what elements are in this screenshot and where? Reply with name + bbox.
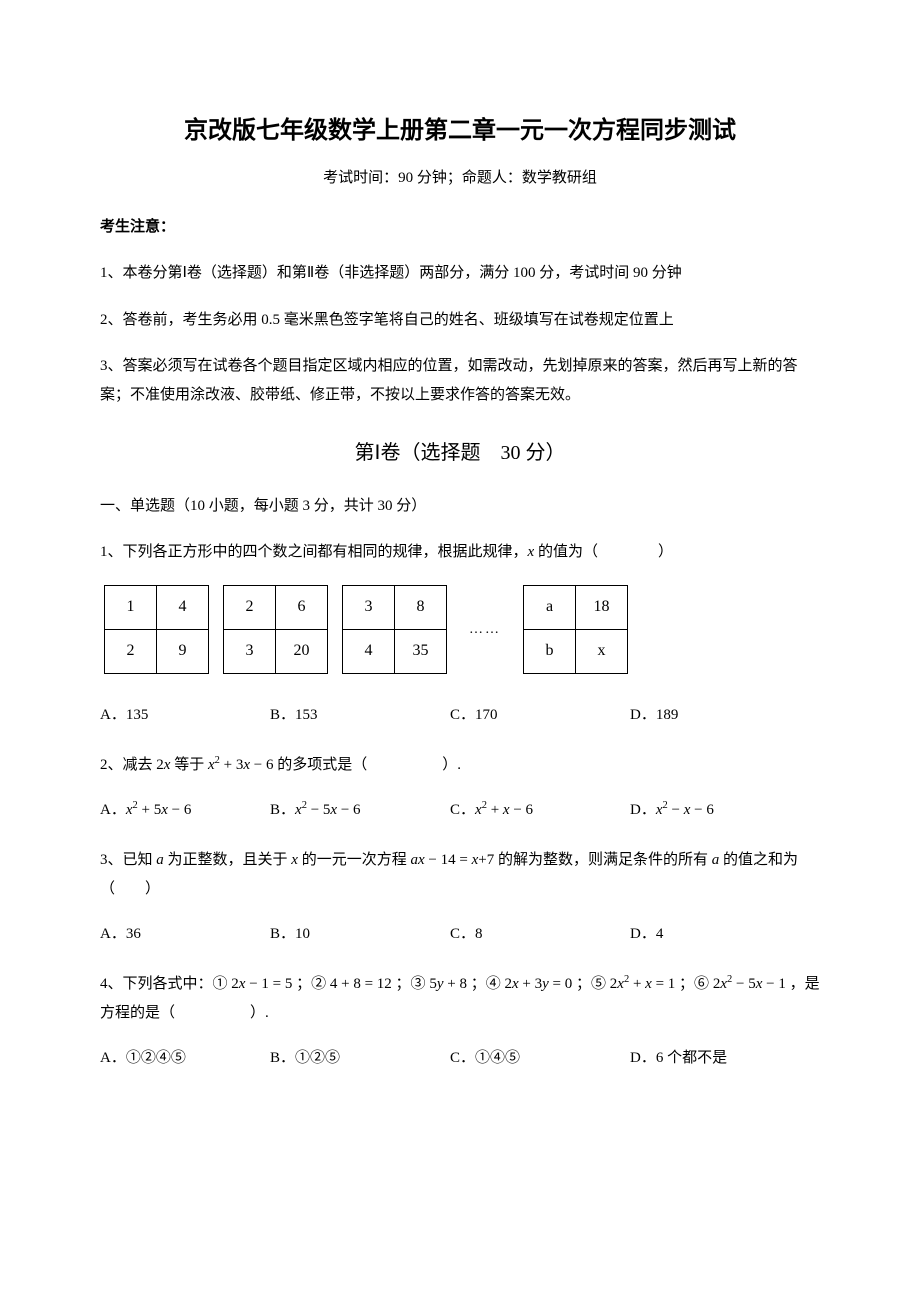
notice-item: 3、答案必须写在试卷各个题目指定区域内相应的位置，如需改动，先划掉原来的答案，然… bbox=[100, 352, 820, 409]
q4-choices: A．①②④⑤ B．①②⑤ C．①④⑤ D．6 个都不是 bbox=[100, 1045, 820, 1072]
ellipsis: …… bbox=[461, 617, 509, 642]
question-2-stem: 2、减去 2x 等于 x2 + 3x − 6 的多项式是（ ）. bbox=[100, 751, 820, 780]
q1-stem-suffix: 的值为（ ） bbox=[534, 544, 673, 560]
choice-a: A．①②④⑤ bbox=[100, 1045, 270, 1072]
notice-item: 1、本卷分第Ⅰ卷（选择题）和第Ⅱ卷（非选择题）两部分，满分 100 分，考试时间… bbox=[100, 259, 820, 288]
choice-a: A．135 bbox=[100, 702, 270, 729]
cell: b bbox=[524, 629, 576, 673]
cell: 1 bbox=[105, 585, 157, 629]
choice-a: A．x2 + 5x − 6 bbox=[100, 797, 270, 824]
page-title: 京改版七年级数学上册第二章一元一次方程同步测试 bbox=[100, 110, 820, 153]
choice-c: C．①④⑤ bbox=[450, 1045, 630, 1072]
cell: 3 bbox=[224, 629, 276, 673]
q3-choices: A．36 B．10 C．8 D．4 bbox=[100, 921, 820, 948]
choice-d: D．189 bbox=[630, 702, 678, 729]
cell: 35 bbox=[395, 629, 447, 673]
notice-header: 考生注意： bbox=[100, 214, 820, 241]
notice-item: 2、答卷前，考生务必用 0.5 毫米黑色签字笔将自己的姓名、班级填写在试卷规定位… bbox=[100, 306, 820, 335]
choice-c: C．170 bbox=[450, 702, 630, 729]
cell: 9 bbox=[157, 629, 209, 673]
section-title: 第Ⅰ卷（选择题 30 分） bbox=[100, 435, 820, 471]
q2-choices: A．x2 + 5x − 6 B．x2 − 5x − 6 C．x2 + x − 6… bbox=[100, 797, 820, 824]
cell: 4 bbox=[157, 585, 209, 629]
subsection-header: 一、单选题（10 小题，每小题 3 分，共计 30 分） bbox=[100, 493, 820, 520]
cell: 3 bbox=[343, 585, 395, 629]
choice-c: C．x2 + x − 6 bbox=[450, 797, 630, 824]
choice-a: A．36 bbox=[100, 921, 270, 948]
cell: 4 bbox=[343, 629, 395, 673]
cell: 18 bbox=[576, 585, 628, 629]
cell: x bbox=[576, 629, 628, 673]
q1-stem-prefix: 1、下列各正方形中的四个数之间都有相同的规律，根据此规律， bbox=[100, 544, 528, 560]
choice-b: B．①②⑤ bbox=[270, 1045, 450, 1072]
question-1-stem: 1、下列各正方形中的四个数之间都有相同的规律，根据此规律，x 的值为（ ） bbox=[100, 538, 820, 567]
cell: 8 bbox=[395, 585, 447, 629]
choice-b: B．153 bbox=[270, 702, 450, 729]
page-subtitle: 考试时间：90 分钟；命题人：数学教研组 bbox=[100, 165, 820, 192]
cell: 2 bbox=[105, 629, 157, 673]
choice-b: B．10 bbox=[270, 921, 450, 948]
cell: 20 bbox=[276, 629, 328, 673]
cell: 6 bbox=[276, 585, 328, 629]
q1-table-2: 26 320 bbox=[223, 585, 328, 674]
question-3-stem: 3、已知 a 为正整数，且关于 x 的一元一次方程 ax − 14 = x+7 … bbox=[100, 846, 820, 903]
choice-d: D．6 个都不是 bbox=[630, 1045, 727, 1072]
choice-c: C．8 bbox=[450, 921, 630, 948]
q1-table-1: 14 29 bbox=[104, 585, 209, 674]
choice-d: D．x2 − x − 6 bbox=[630, 797, 714, 824]
q1-choices: A．135 B．153 C．170 D．189 bbox=[100, 702, 820, 729]
cell: a bbox=[524, 585, 576, 629]
choice-b: B．x2 − 5x − 6 bbox=[270, 797, 450, 824]
q1-table-3: 38 435 bbox=[342, 585, 447, 674]
q1-table-4: a18 bx bbox=[523, 585, 628, 674]
question-4-stem: 4、下列各式中：① 2x − 1 = 5 ；② 4 + 8 = 12 ；③ 5y… bbox=[100, 970, 820, 1027]
cell: 2 bbox=[224, 585, 276, 629]
choice-d: D．4 bbox=[630, 921, 663, 948]
q1-tables: 14 29 26 320 38 435 …… a18 bx bbox=[100, 585, 820, 674]
